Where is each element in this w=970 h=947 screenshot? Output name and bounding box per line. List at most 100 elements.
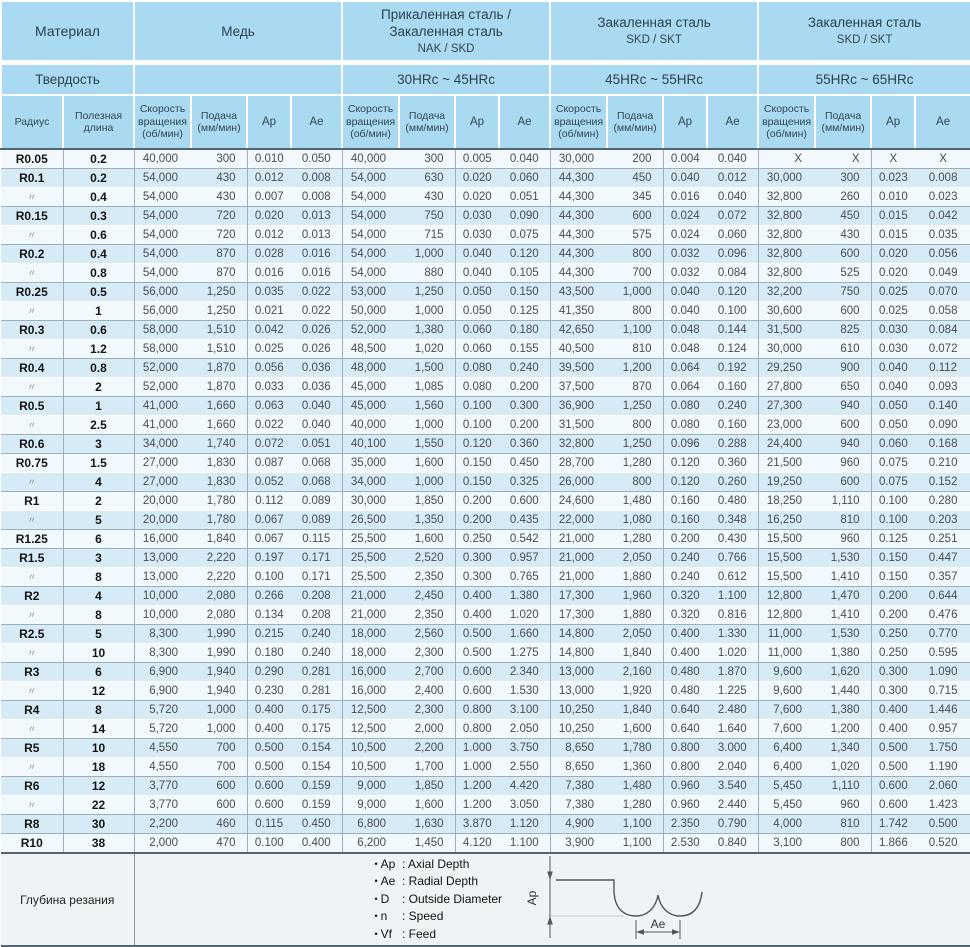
speed-cell: 2,200: [149, 818, 178, 830]
speed-cell: 27,000: [142, 457, 178, 469]
feed-cell: 2,220: [191, 567, 248, 587]
ap-cell: 0.600: [462, 666, 492, 678]
radius-cell: 〃: [1, 605, 64, 625]
feed-cell: 1,280: [607, 529, 664, 549]
ap-cell: 0.500: [462, 628, 492, 640]
length-cell: 0.8: [63, 358, 135, 378]
ae-cell: 0.040: [707, 187, 759, 207]
speed-cell: 27,000: [142, 476, 178, 488]
feed-cell: 2,000: [399, 719, 456, 739]
speed-cell: 50,000: [350, 305, 387, 317]
feed-cell: 470: [191, 833, 248, 853]
table-row: 〃 0.8 54,000 870 0.016 0.016 54,000 880 0.040 0.1…: [1, 263, 970, 283]
ap-cell: 0.056: [254, 362, 284, 374]
speed-cell: 54,000: [350, 172, 387, 184]
table-row: R3 6 6,900 1,940 0.290 0.281 16,000 2,700 0.600 2…: [1, 662, 970, 682]
table-row: 〃 2 52,000 1,870 0.033 0.036 45,000 1,085 0.080 0…: [1, 377, 970, 397]
radius-cell: R1.25: [1, 529, 64, 549]
feed-cell: 525: [815, 263, 872, 283]
ap-cell: 0.004: [670, 153, 700, 165]
table-row: R0.15 0.3 54,000 720 0.020 0.013 54,000 750 0.03…: [1, 206, 970, 226]
ap-cell: 0.266: [254, 590, 284, 602]
speed-cell: 16,000: [350, 666, 387, 678]
ap-cell: 0.007: [254, 191, 284, 203]
feed-cell: 750: [399, 206, 456, 226]
feed-cell: 1,870: [191, 358, 248, 378]
ae-cell: 0.154: [291, 757, 343, 777]
ae-cell: 1.020: [499, 605, 551, 625]
ae-cell: 0.040: [707, 149, 759, 169]
length-cell: 0.6: [63, 320, 135, 340]
ae-cell: 2.340: [499, 662, 551, 682]
speed-cell: 27,300: [766, 400, 803, 412]
ap-cell: 0.100: [878, 514, 908, 526]
ae-cell: 0.008: [928, 172, 958, 184]
bullet-icon: •: [374, 858, 378, 869]
group-subtitle: NAK / SKD: [417, 42, 475, 55]
ae-cell: 0.200: [499, 377, 551, 397]
feed-cell: 700: [191, 757, 248, 777]
radius-cell: 〃: [1, 377, 64, 397]
length-cell: 5: [63, 510, 135, 530]
ap-cell: 0.021: [254, 305, 284, 317]
feed-cell: 1,600: [607, 719, 664, 739]
ae-cell: 0.957: [499, 548, 551, 568]
ap-cell: 0.800: [462, 723, 492, 735]
speed-cell: 2,000: [149, 837, 178, 849]
ap-cell: 0.040: [462, 248, 492, 260]
ap-cell: 0.112: [255, 495, 284, 507]
ae-cell: 0.168: [928, 438, 958, 450]
speed-cell: 56,000: [142, 305, 178, 317]
ap-cell: 1.866: [878, 837, 908, 849]
feed-cell: 1,280: [607, 795, 664, 815]
ap-cell: 0.150: [878, 552, 908, 564]
speed-cell: 32,800: [766, 267, 803, 279]
table-body: R0.05 0.2 40,000 300 0.010 0.050 40,000 300 0.00…: [1, 149, 970, 853]
radius-cell: 〃: [1, 795, 64, 815]
ap-cell: 1.742: [878, 818, 908, 830]
speed-cell: 26,000: [558, 476, 595, 488]
speed-cell: 28,700: [558, 457, 595, 469]
ae-cell: 0.203: [928, 514, 958, 526]
bullet-icon: •: [374, 893, 378, 904]
ap-column-header: Ap: [870, 94, 917, 150]
ap-cell: 0.230: [254, 685, 284, 697]
speed-cell: 15,500: [766, 533, 803, 545]
radius-cell: R8: [1, 814, 64, 834]
speed-cell: 16,250: [766, 514, 803, 526]
length-cell: 0.4: [63, 187, 135, 207]
ap-cell: 0.072: [254, 438, 284, 450]
speed-cell: 21,000: [558, 533, 595, 545]
group-subtitle: SKD / SKT: [626, 34, 682, 46]
ap-cell: 0.025: [878, 305, 908, 317]
feed-cell: 1,410: [815, 567, 872, 587]
ap-cell: 0.400: [462, 590, 492, 602]
radius-cell: 〃: [1, 643, 64, 663]
feed-cell: 1,880: [607, 605, 664, 625]
ae-cell: 3.050: [499, 795, 551, 815]
speed-column-header: Скорость вращения (об/мин): [549, 94, 609, 150]
feed-cell: 430: [399, 187, 456, 207]
ap-cell: 0.300: [878, 666, 908, 678]
ap-cell: 0.030: [462, 210, 492, 222]
ap-cell: 0.020: [878, 267, 908, 279]
ap-cell: 0.800: [670, 742, 700, 754]
ae-cell: 0.120: [707, 282, 759, 302]
ap-cell: 0.480: [670, 666, 700, 678]
hardness-header-row: Твердость 30HRc ~ 45HRc 45HRc ~ 55HRc 55…: [0, 61, 970, 96]
ap-cell: 0.067: [254, 514, 284, 526]
table-row: 〃 8 13,000 2,220 0.100 0.171 25,500 2,350 0.300 0…: [1, 567, 970, 587]
ae-cell: 0.120: [499, 244, 551, 264]
speed-cell: 29,250: [766, 362, 803, 374]
feed-cell: 460: [191, 814, 248, 834]
feed-cell: 1,250: [191, 282, 248, 302]
speed-cell: 6,900: [149, 666, 178, 678]
ap-cell: 0.033: [254, 381, 284, 393]
ae-cell: 0.765: [499, 567, 551, 587]
legend-key: D: [380, 891, 390, 906]
table-row: 〃 14 5,720 1,000 0.400 0.175 12,500 2,000 0.800 2…: [1, 719, 970, 739]
radius-cell: R10: [1, 833, 64, 853]
length-cell: 6: [63, 662, 135, 682]
ae-cell: 0.026: [291, 320, 343, 340]
feed-cell: 1,660: [191, 396, 248, 416]
